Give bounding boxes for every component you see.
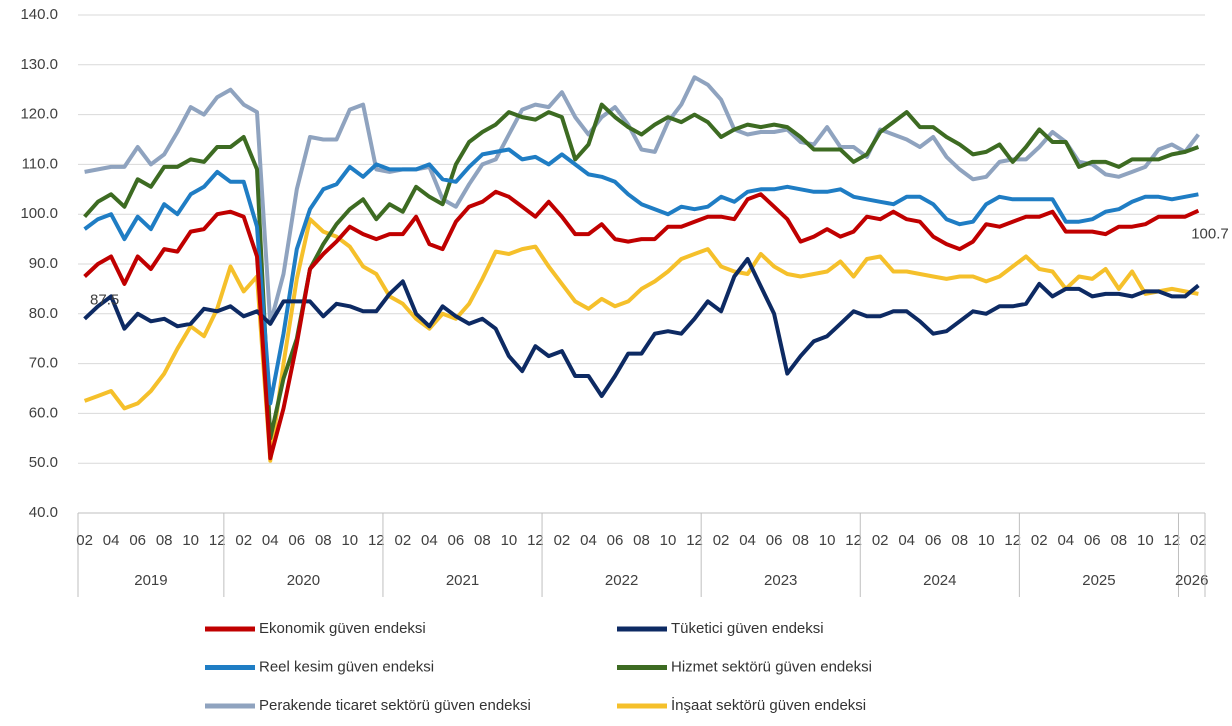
x-tick-label: 08 bbox=[792, 532, 809, 549]
y-tick-label: 110.0 bbox=[22, 155, 58, 172]
x-tick-label: 02 bbox=[872, 532, 889, 549]
x-tick-label: 06 bbox=[1084, 532, 1101, 549]
x-tick-label: 06 bbox=[288, 532, 305, 549]
x-tick-label: 04 bbox=[262, 532, 279, 549]
x-tick-label: 02 bbox=[554, 532, 571, 549]
x-tick-label: 02 bbox=[1031, 532, 1048, 549]
group-label: 2025 bbox=[1082, 572, 1115, 589]
x-tick-label: 06 bbox=[766, 532, 783, 549]
x-tick-label: 10 bbox=[819, 532, 836, 549]
x-tick-label: 04 bbox=[739, 532, 756, 549]
x-tick-label: 10 bbox=[660, 532, 677, 549]
x-tick-label: 06 bbox=[925, 532, 942, 549]
x-tick-label: 08 bbox=[156, 532, 173, 549]
x-tick-label: 10 bbox=[978, 532, 995, 549]
x-tick-label: 02 bbox=[1190, 532, 1207, 549]
group-label: 2026 bbox=[1175, 572, 1208, 589]
x-tick-label: 12 bbox=[527, 532, 544, 549]
x-tick-label: 12 bbox=[209, 532, 226, 549]
x-tick-label: 04 bbox=[898, 532, 915, 549]
x-tick-label: 06 bbox=[607, 532, 624, 549]
group-label: 2023 bbox=[764, 572, 797, 589]
group-label: 2019 bbox=[134, 572, 167, 589]
x-tick-label: 04 bbox=[1057, 532, 1074, 549]
x-tick-label: 08 bbox=[951, 532, 968, 549]
x-tick-label: 08 bbox=[633, 532, 650, 549]
data-label: 87.5 bbox=[90, 291, 119, 308]
y-tick-label: 70.0 bbox=[29, 355, 58, 372]
x-tick-label: 10 bbox=[341, 532, 358, 549]
y-tick-label: 130.0 bbox=[20, 56, 58, 73]
x-tick-label: 10 bbox=[501, 532, 518, 549]
legend-label: Hizmet sektörü güven endeksi bbox=[671, 658, 872, 675]
x-tick-label: 12 bbox=[845, 532, 862, 549]
y-tick-label: 100.0 bbox=[20, 205, 58, 222]
group-label: 2024 bbox=[923, 572, 956, 589]
group-label: 2021 bbox=[446, 572, 479, 589]
x-tick-label: 02 bbox=[713, 532, 730, 549]
x-tick-label: 04 bbox=[580, 532, 597, 549]
legend-label: Ekonomik güven endeksi bbox=[259, 620, 426, 637]
series-line bbox=[83, 217, 1199, 463]
group-label: 2022 bbox=[605, 572, 638, 589]
y-tick-label: 60.0 bbox=[29, 404, 58, 421]
x-tick-label: 12 bbox=[1164, 532, 1181, 549]
legend-label: Perakende ticaret sektörü güven endeksi bbox=[259, 697, 531, 714]
x-tick-label: 02 bbox=[235, 532, 252, 549]
legend-label: Reel kesim güven endeksi bbox=[259, 658, 434, 675]
x-tick-label: 12 bbox=[368, 532, 385, 549]
x-tick-label: 08 bbox=[1110, 532, 1127, 549]
legend-label: Tüketici güven endeksi bbox=[671, 620, 824, 637]
y-tick-label: 90.0 bbox=[29, 255, 58, 272]
x-tick-label: 02 bbox=[394, 532, 411, 549]
y-tick-label: 140.0 bbox=[20, 6, 58, 23]
data-label: 100.7 bbox=[1191, 226, 1229, 243]
x-tick-label: 12 bbox=[1004, 532, 1021, 549]
x-tick-label: 08 bbox=[315, 532, 332, 549]
x-tick-label: 06 bbox=[129, 532, 146, 549]
y-tick-label: 50.0 bbox=[29, 454, 58, 471]
x-tick-label: 10 bbox=[182, 532, 199, 549]
y-tick-label: 80.0 bbox=[29, 305, 58, 322]
legend-label: İnşaat sektörü güven endeksi bbox=[671, 696, 866, 714]
x-tick-label: 02 bbox=[76, 532, 93, 549]
x-tick-label: 08 bbox=[474, 532, 491, 549]
x-tick-label: 04 bbox=[103, 532, 120, 549]
y-tick-label: 40.0 bbox=[29, 504, 58, 521]
x-tick-label: 12 bbox=[686, 532, 703, 549]
x-tick-label: 06 bbox=[448, 532, 465, 549]
x-tick-label: 10 bbox=[1137, 532, 1154, 549]
series-line bbox=[83, 189, 1200, 461]
group-label: 2020 bbox=[287, 572, 320, 589]
series-line bbox=[83, 147, 1199, 406]
x-tick-label: 04 bbox=[421, 532, 438, 549]
series-line bbox=[83, 257, 1200, 398]
y-tick-label: 120.0 bbox=[20, 106, 58, 123]
